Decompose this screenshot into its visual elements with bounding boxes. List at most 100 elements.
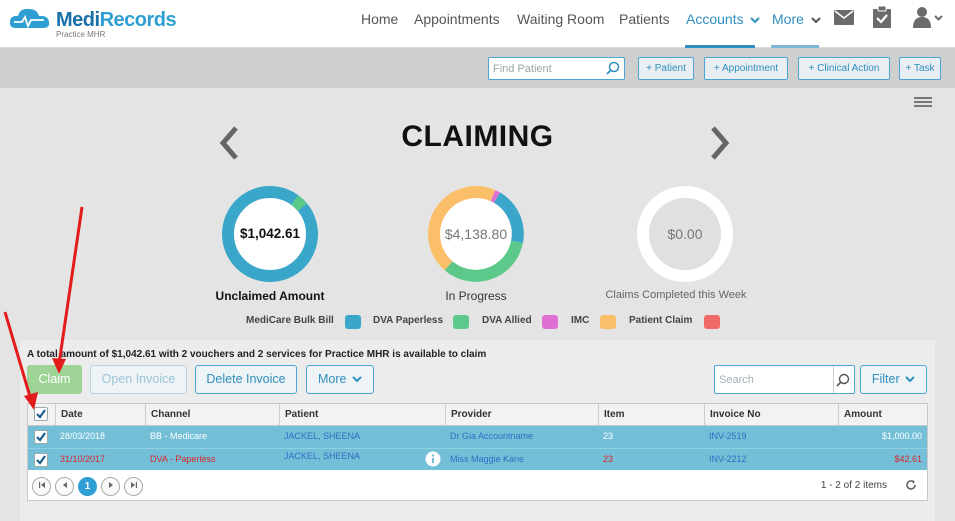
info-icon[interactable] — [425, 451, 441, 467]
prev-page-icon — [62, 482, 67, 488]
nav-more-indicator — [771, 45, 819, 48]
in-progress-value: $4,138.80 — [444, 226, 508, 242]
chart-legend: MediCare Bulk Bill DVA Paperless DVA All… — [0, 315, 955, 331]
brand-subtitle: Practice MHR — [56, 30, 106, 39]
search-icon[interactable] — [836, 373, 850, 387]
legend-label: DVA Paperless — [373, 315, 444, 326]
last-page-icon — [130, 482, 137, 488]
brand-name: MediRecords — [56, 9, 177, 31]
checkmark-icon — [36, 409, 46, 419]
pager-info: 1 - 2 of 2 items — [820, 480, 887, 491]
top-navbar: MediRecords Practice MHR Home Appointmen… — [0, 0, 955, 48]
cell-invoice-link[interactable]: INV-2519 — [709, 431, 747, 441]
last-page-button[interactable] — [124, 477, 143, 496]
claims-grid: Date Channel Patient Provider Item Invoi… — [27, 403, 928, 501]
search-divider — [833, 366, 834, 393]
next-page-icon — [108, 482, 113, 488]
cell-provider-link[interactable]: Miss Maggie Kane — [450, 454, 525, 464]
legend-label: Patient Claim — [629, 315, 693, 326]
filter-label: Filter — [871, 372, 900, 386]
find-patient-field[interactable] — [488, 57, 625, 80]
more-actions-button[interactable]: More — [306, 365, 374, 394]
legend-swatch — [600, 315, 616, 329]
add-task-button[interactable]: + Task — [899, 57, 941, 80]
unclaimed-amount-value: $1,042.61 — [239, 226, 301, 241]
claim-button[interactable]: Claim — [27, 365, 82, 394]
chevron-down-icon — [811, 17, 821, 24]
chevron-down-icon — [750, 17, 761, 24]
grid-search-input[interactable] — [715, 366, 830, 393]
cell-item: 23 — [603, 431, 614, 441]
filter-button[interactable]: Filter — [860, 365, 927, 394]
prev-page-button[interactable] — [55, 477, 74, 496]
completed-donut-chart — [637, 186, 733, 282]
checkmark-icon — [36, 432, 46, 442]
col-provider[interactable]: Provider — [445, 404, 598, 425]
legend-swatch — [345, 315, 361, 329]
nav-home[interactable]: Home — [361, 11, 399, 27]
open-invoice-button[interactable]: Open Invoice — [90, 365, 187, 394]
grid-search-field[interactable] — [714, 365, 855, 394]
add-patient-button[interactable]: + Patient — [638, 57, 694, 80]
cell-channel: DVA - Paperless — [150, 454, 216, 464]
next-page-button[interactable] — [101, 477, 120, 496]
nav-more[interactable]: More — [772, 11, 821, 27]
first-page-icon — [38, 482, 45, 488]
add-appointment-button[interactable]: + Appointment — [704, 57, 788, 80]
cell-patient-link[interactable]: JACKEL, SHEENA — [284, 431, 361, 441]
mail-icon[interactable] — [834, 10, 854, 25]
col-item[interactable]: Item — [598, 404, 704, 425]
row-checkbox[interactable] — [34, 430, 48, 444]
completed-caption: Claims Completed this Week — [605, 289, 747, 301]
cell-patient-link[interactable]: JACKEL, SHEENA — [284, 451, 361, 461]
completed-value: $0.00 — [667, 226, 703, 242]
col-channel[interactable]: Channel — [145, 404, 279, 425]
cell-invoice-link[interactable]: INV-2212 — [709, 454, 747, 464]
cell-provider-link[interactable]: Dr Gia Accountname — [450, 431, 534, 441]
col-patient[interactable]: Patient — [279, 404, 445, 425]
nav-waiting-room[interactable]: Waiting Room — [517, 11, 605, 27]
chevron-right-icon[interactable] — [709, 125, 731, 161]
nav-accounts[interactable]: Accounts — [686, 11, 761, 27]
legend-swatch — [453, 315, 469, 329]
nav-patients[interactable]: Patients — [619, 11, 670, 27]
table-row[interactable]: 28/03/2018 BB - Medicare JACKEL, SHEENA … — [28, 426, 927, 448]
checkmark-icon — [36, 455, 46, 465]
chevron-left-icon[interactable] — [218, 125, 240, 161]
cell-date: 28/03/2018 — [60, 431, 106, 441]
col-amount[interactable]: Amount — [838, 404, 927, 425]
add-clinical-action-button[interactable]: + Clinical Action — [798, 57, 890, 80]
refresh-icon[interactable] — [905, 479, 917, 491]
grid-header: Date Channel Patient Provider Item Invoi… — [28, 404, 927, 426]
col-invoice-no[interactable]: Invoice No — [704, 404, 838, 425]
cell-item: 23 — [603, 454, 614, 464]
brand-logo[interactable]: MediRecords Practice MHR — [8, 6, 177, 42]
first-page-button[interactable] — [32, 477, 51, 496]
page-title: CLAIMING — [401, 120, 554, 153]
delete-invoice-button[interactable]: Delete Invoice — [195, 365, 297, 394]
more-actions-label: More — [318, 372, 347, 386]
table-row[interactable]: 31/10/2017 DVA - Paperless JACKEL, SHEEN… — [28, 448, 927, 470]
legend-label: IMC — [571, 315, 590, 326]
row-checkbox[interactable] — [34, 453, 48, 467]
unclaimed-donut-chart — [222, 186, 318, 282]
claim-summary-text: A total amount of $1,042.61 with 2 vouch… — [27, 349, 487, 360]
clipboard-check-icon[interactable] — [873, 6, 891, 28]
col-date[interactable]: Date — [55, 404, 145, 425]
in-progress-caption: In Progress — [445, 289, 507, 303]
grid-pager: 1 1 - 2 of 2 items — [28, 471, 927, 501]
legend-swatch — [542, 315, 558, 329]
nav-appointments[interactable]: Appointments — [414, 11, 500, 27]
chevron-down-icon — [905, 376, 915, 383]
nav-active-indicator — [685, 45, 755, 48]
user-icon[interactable] — [913, 6, 943, 28]
cloud-logo-icon — [9, 8, 50, 29]
in-progress-donut-chart — [428, 186, 524, 282]
select-all-checkbox[interactable] — [34, 407, 48, 421]
cell-date: 31/10/2017 — [60, 454, 106, 464]
page-number-button[interactable]: 1 — [78, 477, 97, 496]
menu-icon[interactable] — [914, 97, 932, 109]
find-patient-input[interactable] — [489, 58, 599, 79]
search-icon[interactable] — [606, 61, 620, 75]
cell-channel: BB - Medicare — [150, 431, 208, 441]
